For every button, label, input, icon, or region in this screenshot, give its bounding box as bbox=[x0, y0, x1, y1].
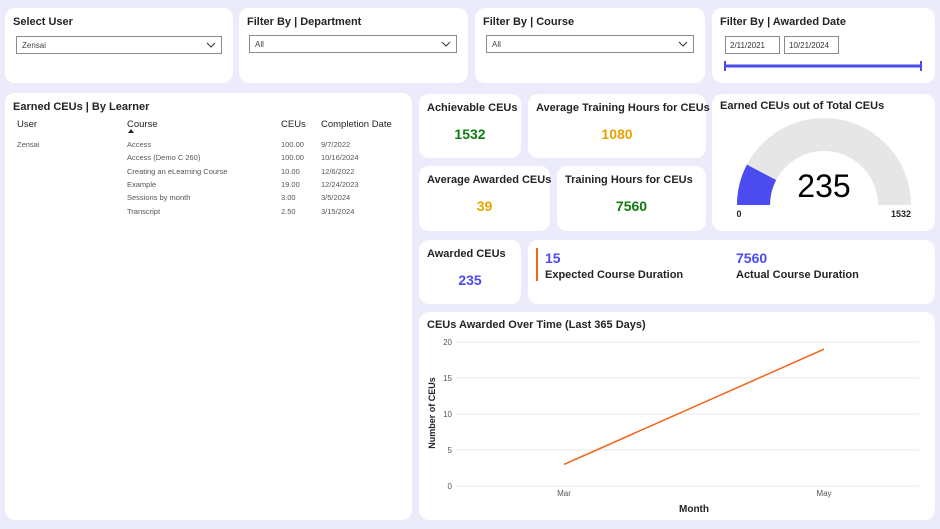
chevron-down-icon bbox=[441, 41, 451, 47]
achievable-ceus-label: Achievable CEUs bbox=[427, 102, 518, 114]
department-dropdown[interactable]: All bbox=[249, 35, 457, 53]
gauge-card: Earned CEUs out of Total CEUs 235 0 1532 bbox=[712, 94, 935, 231]
avg-awarded-ceus-card: Average Awarded CEUs 39 bbox=[419, 166, 552, 231]
course-dropdown-value: All bbox=[492, 40, 501, 49]
table-cell-date: 3/15/2024 bbox=[321, 206, 355, 216]
accent-bar bbox=[536, 248, 538, 281]
actual-duration-label: Actual Course Duration bbox=[736, 269, 859, 281]
y-tick-label: 15 bbox=[443, 374, 452, 383]
column-header-user[interactable]: User bbox=[17, 119, 38, 130]
awarded-ceus-card: Awarded CEUs 235 bbox=[419, 240, 521, 304]
table-cell-course: Access bbox=[127, 140, 152, 149]
achievable-ceus-value: 1532 bbox=[454, 126, 486, 142]
avg-awarded-ceus-label: Average Awarded CEUs bbox=[427, 174, 552, 186]
table-cell-course: Example bbox=[127, 179, 157, 189]
gauge-max: 1532 bbox=[891, 209, 911, 219]
training-hours-card: Training Hours for CEUs 7560 bbox=[557, 166, 706, 231]
avg-awarded-ceus-value: 39 bbox=[476, 198, 493, 214]
expected-duration-value: 15 bbox=[545, 250, 561, 266]
table-cell-course: Transcript bbox=[127, 206, 161, 216]
chevron-down-icon bbox=[678, 41, 688, 47]
table-cell-user: Zensai bbox=[17, 140, 40, 149]
table-cell-ceus: 100.00 bbox=[281, 140, 304, 149]
user-filter-card: Select User Zensai bbox=[5, 8, 233, 83]
chart-title: CEUs Awarded Over Time (Last 365 Days) bbox=[427, 319, 646, 331]
gauge-value: 235 bbox=[797, 168, 850, 204]
y-tick-label: 10 bbox=[443, 410, 452, 419]
line-chart-card: CEUs Awarded Over Time (Last 365 Days) 0… bbox=[419, 312, 935, 520]
learner-table-card: Earned CEUs | By Learner User Course CEU… bbox=[5, 93, 412, 520]
learner-table-title: Earned CEUs | By Learner bbox=[13, 101, 150, 113]
y-tick-label: 20 bbox=[443, 338, 452, 347]
table-cell-ceus: 10.00 bbox=[281, 166, 300, 176]
gauge-fill bbox=[737, 164, 777, 205]
course-filter-title: Filter By | Course bbox=[483, 16, 575, 28]
awarded-ceus-label: Awarded CEUs bbox=[427, 248, 506, 260]
column-header-course[interactable]: Course bbox=[127, 119, 158, 130]
table-cell-date: 12/24/2023 bbox=[321, 179, 359, 189]
date-range-slider[interactable] bbox=[722, 60, 924, 72]
y-tick-label: 5 bbox=[448, 446, 453, 455]
gauge-title: Earned CEUs out of Total CEUs bbox=[720, 100, 885, 112]
awarded-ceus-value: 235 bbox=[458, 272, 482, 288]
avg-training-hours-card: Average Training Hours for CEUs 1080 bbox=[528, 94, 710, 158]
y-axis-label: Number of CEUs bbox=[427, 377, 437, 449]
column-header-ceus[interactable]: CEUs bbox=[281, 119, 306, 130]
line-chart: 0 5 10 15 20 Mar May Number of CEUs Month bbox=[427, 338, 919, 515]
table-cell-date: 10/16/2024 bbox=[321, 153, 359, 163]
sort-ascending-icon bbox=[128, 129, 134, 133]
achievable-ceus-card: Achievable CEUs 1532 bbox=[419, 94, 521, 158]
x-tick-label: Mar bbox=[557, 489, 571, 498]
table-cell-course: Access (Demo C 260) bbox=[127, 153, 201, 163]
end-date-input[interactable]: 10/21/2024 bbox=[784, 36, 839, 54]
avg-training-hours-label: Average Training Hours for CEUs bbox=[536, 102, 710, 114]
gauge-min: 0 bbox=[736, 209, 741, 219]
gauge-track bbox=[737, 118, 911, 205]
x-tick-label: May bbox=[816, 489, 831, 498]
gauge-chart: 235 0 1532 bbox=[736, 118, 911, 219]
user-dropdown-value: Zensai bbox=[22, 41, 47, 50]
table-cell-course: Sessions by month bbox=[127, 193, 191, 203]
course-filter-card: Filter By | Course All bbox=[475, 8, 705, 83]
date-filter-card: Filter By | Awarded Date 2/11/2021 10/21… bbox=[712, 8, 935, 83]
date-filter-title: Filter By | Awarded Date bbox=[720, 16, 846, 28]
start-date-input[interactable]: 2/11/2021 bbox=[725, 36, 780, 54]
training-hours-label: Training Hours for CEUs bbox=[565, 174, 693, 186]
table-cell-ceus: 19.00 bbox=[281, 179, 300, 189]
actual-duration-value: 7560 bbox=[736, 250, 768, 266]
user-filter-title: Select User bbox=[13, 16, 73, 28]
table-cell-ceus: 2.50 bbox=[281, 206, 296, 216]
x-axis-label: Month bbox=[679, 504, 709, 515]
table-cell-course: Creating an eLearning Course bbox=[127, 166, 228, 176]
course-dropdown[interactable]: All bbox=[486, 35, 694, 53]
table-cell-date: 9/7/2022 bbox=[321, 140, 351, 149]
chevron-down-icon bbox=[206, 42, 216, 48]
table-cell-ceus: 3.00 bbox=[281, 193, 296, 203]
department-filter-card: Filter By | Department All bbox=[239, 8, 468, 83]
series-line bbox=[563, 348, 825, 466]
avg-training-hours-value: 1080 bbox=[601, 126, 633, 142]
department-filter-title: Filter By | Department bbox=[247, 16, 362, 28]
user-dropdown[interactable]: Zensai bbox=[16, 36, 222, 54]
table-cell-date: 3/5/2024 bbox=[321, 193, 351, 203]
y-tick-label: 0 bbox=[448, 482, 453, 491]
course-duration-card: 15 Expected Course Duration 7560 Actual … bbox=[528, 240, 935, 304]
column-header-completion-date[interactable]: Completion Date bbox=[321, 119, 392, 130]
expected-duration-label: Expected Course Duration bbox=[545, 269, 684, 281]
table-cell-ceus: 100.00 bbox=[281, 153, 304, 163]
training-hours-value: 7560 bbox=[615, 198, 648, 214]
table-cell-date: 12/6/2022 bbox=[321, 166, 355, 176]
department-dropdown-value: All bbox=[255, 40, 264, 49]
